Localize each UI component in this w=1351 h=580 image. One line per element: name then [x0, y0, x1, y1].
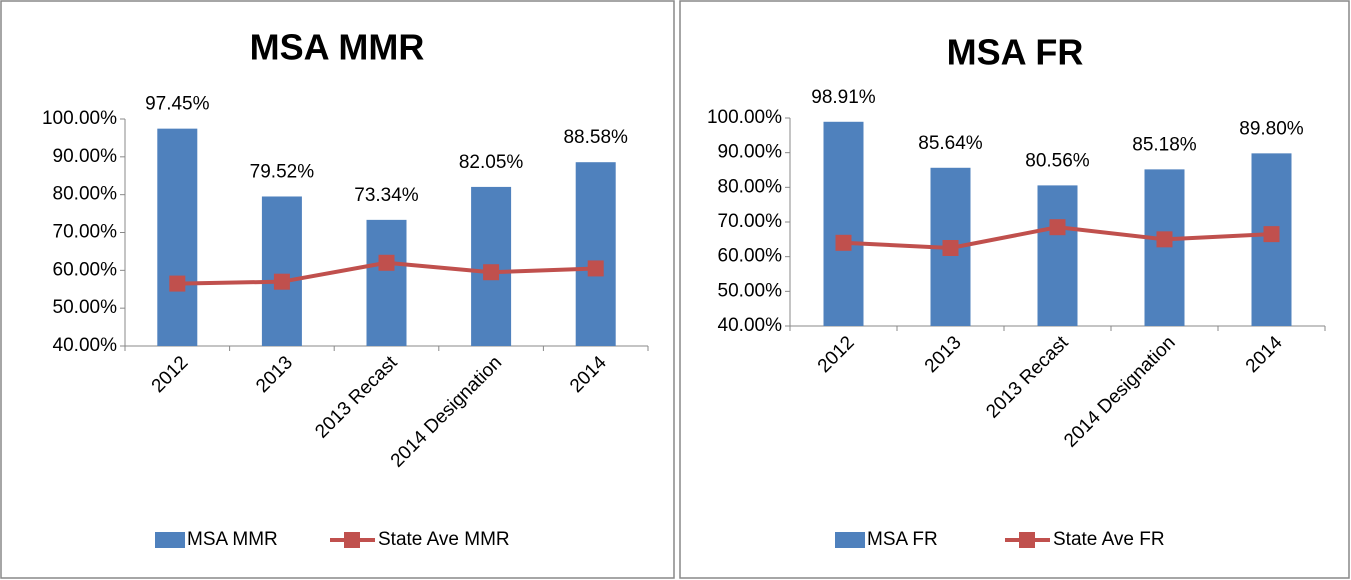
y-tick-label: 80.00%: [718, 176, 783, 197]
bar: [157, 128, 198, 346]
chart-frame: [679, 0, 1350, 579]
line-marker: [483, 264, 500, 281]
y-tick-label: 70.00%: [53, 222, 118, 243]
data-label: 97.45%: [145, 94, 210, 115]
line-marker: [1049, 219, 1066, 236]
legend-label: State Ave MMR: [378, 529, 510, 550]
legend-label: MSA MMR: [187, 529, 278, 550]
y-tick-label: 50.00%: [53, 297, 118, 318]
y-tick-label: 60.00%: [718, 246, 783, 267]
line-marker: [378, 254, 395, 271]
y-tick-label: 100.00%: [42, 108, 117, 129]
line-marker: [169, 275, 186, 292]
y-tick-label: 50.00%: [718, 280, 783, 301]
legend-marker: [344, 532, 360, 548]
legend-label: State Ave FR: [1053, 529, 1165, 550]
chart-title: MSA FR: [947, 32, 1084, 73]
data-label: 89.80%: [1239, 118, 1304, 139]
legend-marker: [1019, 532, 1035, 548]
data-label: 85.64%: [918, 133, 983, 154]
bar: [575, 162, 616, 346]
y-tick-label: 80.00%: [53, 184, 118, 205]
bar: [1144, 169, 1185, 326]
y-tick-label: 70.00%: [718, 211, 783, 232]
y-tick-label: 40.00%: [718, 315, 783, 336]
line-marker: [273, 273, 290, 290]
data-label: 98.91%: [811, 87, 876, 108]
data-label: 80.56%: [1025, 150, 1090, 171]
legend-label: MSA FR: [867, 529, 938, 550]
y-tick-label: 100.00%: [707, 107, 782, 128]
data-label: 88.58%: [563, 127, 628, 148]
y-tick-label: 90.00%: [718, 142, 783, 163]
line-marker: [942, 240, 959, 256]
bar: [823, 121, 864, 327]
data-label: 85.18%: [1132, 134, 1197, 155]
legend-swatch: [835, 532, 865, 548]
chart-title: MSA MMR: [250, 27, 425, 68]
line-marker: [587, 260, 604, 277]
line-marker: [1156, 231, 1173, 248]
legend-swatch: [155, 532, 185, 548]
y-tick-label: 40.00%: [53, 335, 118, 356]
data-label: 73.34%: [354, 185, 419, 206]
bar: [261, 196, 302, 346]
data-label: 82.05%: [459, 152, 524, 173]
y-tick-label: 90.00%: [53, 146, 118, 167]
line-marker: [1263, 226, 1280, 243]
line-marker: [835, 234, 852, 251]
bar: [366, 219, 407, 346]
bar: [1037, 185, 1078, 326]
chart-frame: [0, 0, 675, 579]
y-tick-label: 60.00%: [53, 259, 118, 280]
data-label: 79.52%: [250, 161, 315, 182]
